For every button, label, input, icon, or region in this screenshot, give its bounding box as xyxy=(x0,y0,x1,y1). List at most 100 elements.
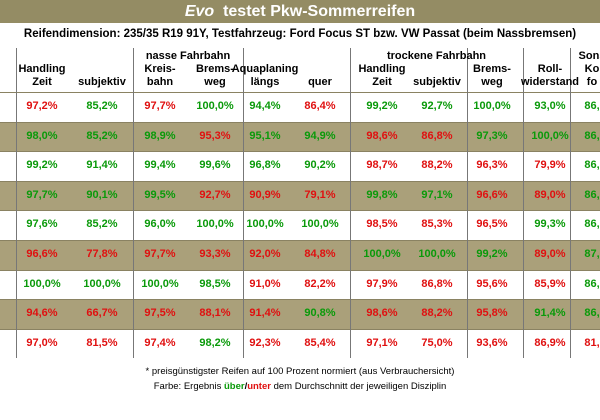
column-divider xyxy=(523,48,524,359)
legend-suffix: dem Durchschnitt der jeweiligen Diszipli… xyxy=(273,381,447,392)
column-header: bahn xyxy=(146,76,174,88)
table-cell: 94,9% xyxy=(304,129,336,142)
legend-slash: / xyxy=(244,381,248,392)
table-cell: 85,9% xyxy=(534,277,566,290)
table-cell: 96,5% xyxy=(476,218,508,231)
table-cell: 99,5% xyxy=(144,188,176,201)
table-cell: 100,0% xyxy=(196,100,234,112)
table-cell: 86,9% xyxy=(534,336,566,349)
table-cell: 100,0% xyxy=(141,277,179,290)
column-divider xyxy=(350,48,351,359)
table-cell: 93,0% xyxy=(534,100,566,112)
column-divider xyxy=(133,48,134,359)
table-row xyxy=(0,299,600,330)
table-cell: 99,3% xyxy=(534,218,566,231)
table-cell: 98,0% xyxy=(26,129,58,142)
table-cell: 86, xyxy=(584,100,600,112)
column-divider xyxy=(243,48,244,359)
table-cell: 97,3% xyxy=(476,129,508,142)
table-cell: 99,4% xyxy=(144,159,176,172)
table-cell: 98,9% xyxy=(144,129,176,142)
table-cell: 97,7% xyxy=(26,188,58,201)
table-cell: 92,7% xyxy=(199,188,231,201)
table-cell: 86, xyxy=(584,277,600,290)
table-row xyxy=(0,180,600,212)
column-header: weg xyxy=(481,76,503,88)
table-cell: 100,0% xyxy=(23,277,61,290)
table-cell: 75,0% xyxy=(421,336,453,349)
table-cell: 92,3% xyxy=(249,336,281,349)
table-cell: 95,1% xyxy=(249,129,281,142)
table-cell: 97,0% xyxy=(26,336,58,349)
table-cell: 90,9% xyxy=(249,188,281,201)
table-cell: 100,0% xyxy=(196,218,234,231)
table-row xyxy=(0,328,600,360)
table-cell: 100,0% xyxy=(83,277,121,290)
table-cell: 77,8% xyxy=(86,248,118,260)
table-cell: 98,7% xyxy=(366,159,398,172)
footnote: * preisgünstigster Reifen auf 100 Prozen… xyxy=(145,366,455,377)
column-header: Brems- xyxy=(196,63,234,75)
table-cell: 66,7% xyxy=(86,307,118,320)
table-cell: 99,2% xyxy=(26,159,58,172)
table-cell: 89,0% xyxy=(534,188,566,201)
title-em: Evo xyxy=(184,3,215,20)
color-legend: Farbe: Ergebnis über/unter dem Durchschn… xyxy=(0,381,600,392)
column-header: Handling xyxy=(358,63,406,75)
table-cell: 98,2% xyxy=(199,336,231,349)
table-cell: 88,2% xyxy=(421,307,453,320)
table-cell: 90,8% xyxy=(304,307,336,320)
table-row xyxy=(0,240,600,271)
table-cell: 93,3% xyxy=(199,248,231,260)
column-header: Handling xyxy=(18,63,66,75)
table-cell: 79,1% xyxy=(304,188,336,201)
table-cell: 97,5% xyxy=(144,307,176,320)
column-header: widerstand xyxy=(520,76,580,88)
table-cell: 100,0% xyxy=(418,248,456,260)
subtitle: Reifendimension: 235/35 R19 91Y, Testfah… xyxy=(23,28,577,40)
column-header: längs xyxy=(250,76,280,88)
table-cell: 82,2% xyxy=(304,277,336,290)
table-cell: 97,7% xyxy=(144,100,176,112)
table-cell: 86, xyxy=(584,307,600,320)
table-cell: 100,0% xyxy=(301,218,339,231)
table-cell: 97,1% xyxy=(366,336,398,349)
table-cell: 86, xyxy=(584,218,600,231)
table-cell: 95,8% xyxy=(476,307,508,320)
table-cell: 96,8% xyxy=(249,159,281,172)
table-cell: 86,8% xyxy=(421,129,453,142)
table-cell: 79,9% xyxy=(534,159,566,172)
table-cell: 85,4% xyxy=(304,336,336,349)
table-cell: 90,1% xyxy=(86,188,118,201)
column-header: Kreis- xyxy=(144,63,176,75)
table-cell: 88,2% xyxy=(421,159,453,172)
table-cell: 96,6% xyxy=(476,188,508,201)
column-header: Zeit xyxy=(32,76,52,88)
table-row xyxy=(0,269,600,301)
table-cell: 94,4% xyxy=(249,100,281,112)
table-cell: 97,6% xyxy=(26,218,58,231)
table-cell: 97,9% xyxy=(366,277,398,290)
table-cell: 85,2% xyxy=(86,100,118,112)
column-divider xyxy=(570,48,571,359)
table-row xyxy=(0,92,600,123)
column-divider xyxy=(16,48,17,359)
table-row xyxy=(0,210,600,241)
table-cell: 92,0% xyxy=(249,248,281,260)
table-cell: 86, xyxy=(584,188,600,201)
table-cell: 98,5% xyxy=(199,277,231,290)
table-cell: 90,2% xyxy=(304,159,336,172)
column-header: fo xyxy=(586,76,598,88)
table-cell: 96,3% xyxy=(476,159,508,172)
table-cell: 84,8% xyxy=(304,248,336,260)
table-cell: 86,4% xyxy=(304,100,336,112)
table-cell: 81, xyxy=(584,336,600,349)
column-header: Roll- xyxy=(537,63,563,75)
table-cell: 93,6% xyxy=(476,336,508,349)
table-cell: 96,0% xyxy=(144,218,176,231)
table-cell: 96,6% xyxy=(26,248,58,260)
column-header: subjektiv xyxy=(78,76,126,88)
title: testet Pkw-Sommerreifen xyxy=(223,3,416,20)
table-cell: 97,2% xyxy=(26,100,58,112)
